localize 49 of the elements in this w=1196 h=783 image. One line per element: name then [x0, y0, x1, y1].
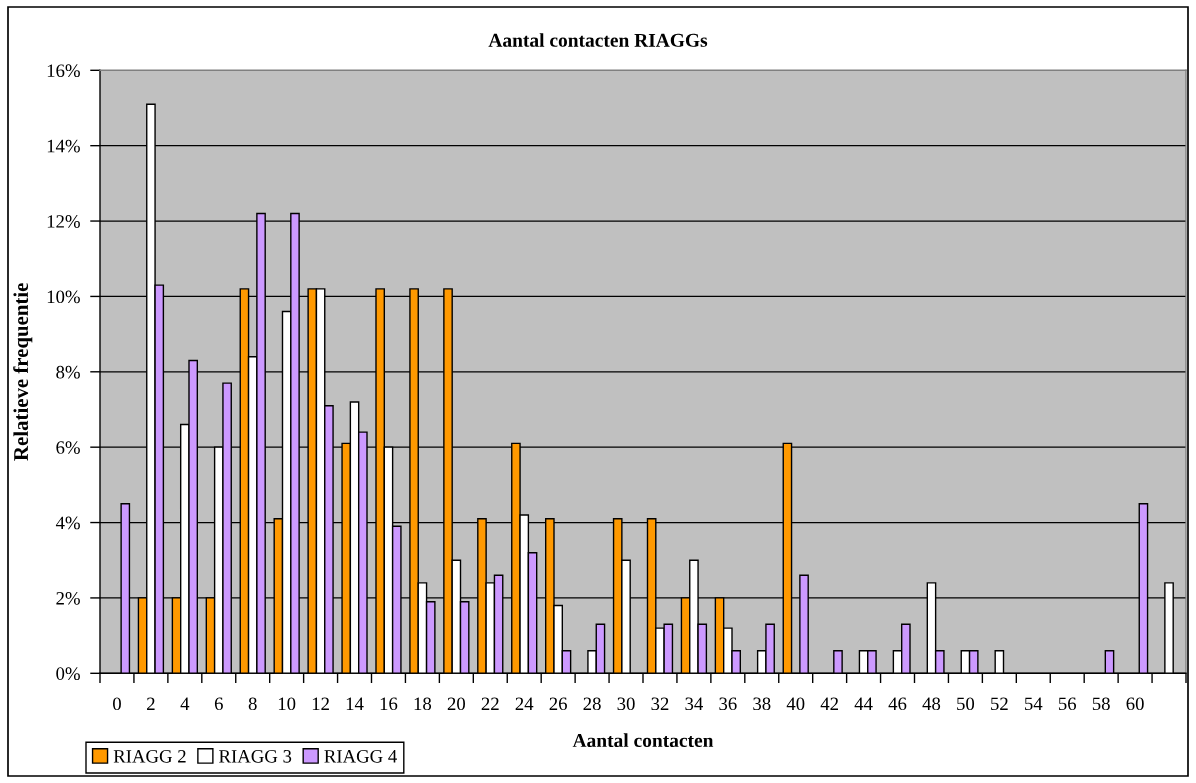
x-tick-label: 2 [147, 697, 155, 710]
y-tick-label: 12% [47, 215, 80, 228]
x-tick-label: 28 [583, 697, 601, 711]
x-tick-label: 34 [685, 697, 703, 711]
x-tick-label: 40 [786, 697, 805, 711]
x-tick-label: 12 [312, 697, 329, 710]
x-tick-label: 14 [346, 697, 364, 710]
bar [833, 649, 843, 674]
y-tick-label: 8% [56, 365, 80, 379]
x-tick-label: 4 [180, 697, 190, 710]
x-tick-label: 10 [278, 697, 296, 711]
y-tick-label: 16% [47, 64, 80, 78]
x-axis-title: Aantal contacten [572, 733, 714, 748]
x-tick-label: 32 [651, 697, 669, 711]
y-tick-label: 14% [47, 139, 80, 153]
x-tick-label: 18 [414, 697, 432, 711]
legend-label: RIAGG 2 [113, 750, 186, 763]
x-tick-label: 16 [380, 697, 398, 711]
bar [1104, 649, 1115, 674]
x-tick-label: 24 [515, 697, 534, 710]
x-tick-label: 54 [1025, 697, 1043, 711]
x-tick-label: 48 [922, 697, 941, 711]
x-tick-label: 20 [447, 697, 465, 711]
x-tick-label: 26 [549, 697, 567, 711]
legend-label: RIAGG 4 [324, 750, 397, 763]
chart-title: Aantal contacten RIAGGs [488, 33, 708, 47]
x-tick-label: 46 [888, 697, 907, 711]
y-axis-title: Relatieve frequentie [13, 283, 33, 461]
x-tick-label: 38 [753, 697, 771, 711]
x-tick-label: 0 [113, 697, 121, 711]
x-tick-label: 22 [481, 697, 499, 710]
x-tick-label: 60 [1126, 697, 1144, 711]
x-tick-label: 50 [957, 697, 975, 711]
x-tick-label: 30 [617, 697, 635, 711]
x-tick-label: 6 [214, 697, 223, 711]
x-tick-label: 42 [820, 697, 838, 710]
y-tick-label: 10% [47, 290, 80, 304]
y-tick-label: 2% [56, 591, 80, 605]
x-tick-label: 52 [991, 697, 1008, 711]
bar [994, 649, 1005, 674]
x-tick-label: 56 [1058, 697, 1077, 711]
x-tick-label: 8 [248, 697, 257, 711]
x-tick-label: 36 [719, 697, 737, 711]
y-tick-label: 4% [55, 516, 80, 530]
y-tick-label: 6% [56, 441, 80, 454]
y-tick-label: 0% [56, 667, 80, 681]
x-tick-label: 44 [854, 697, 873, 710]
x-tick-label: 58 [1092, 697, 1110, 711]
legend-label: RIAGG 3 [219, 750, 292, 763]
